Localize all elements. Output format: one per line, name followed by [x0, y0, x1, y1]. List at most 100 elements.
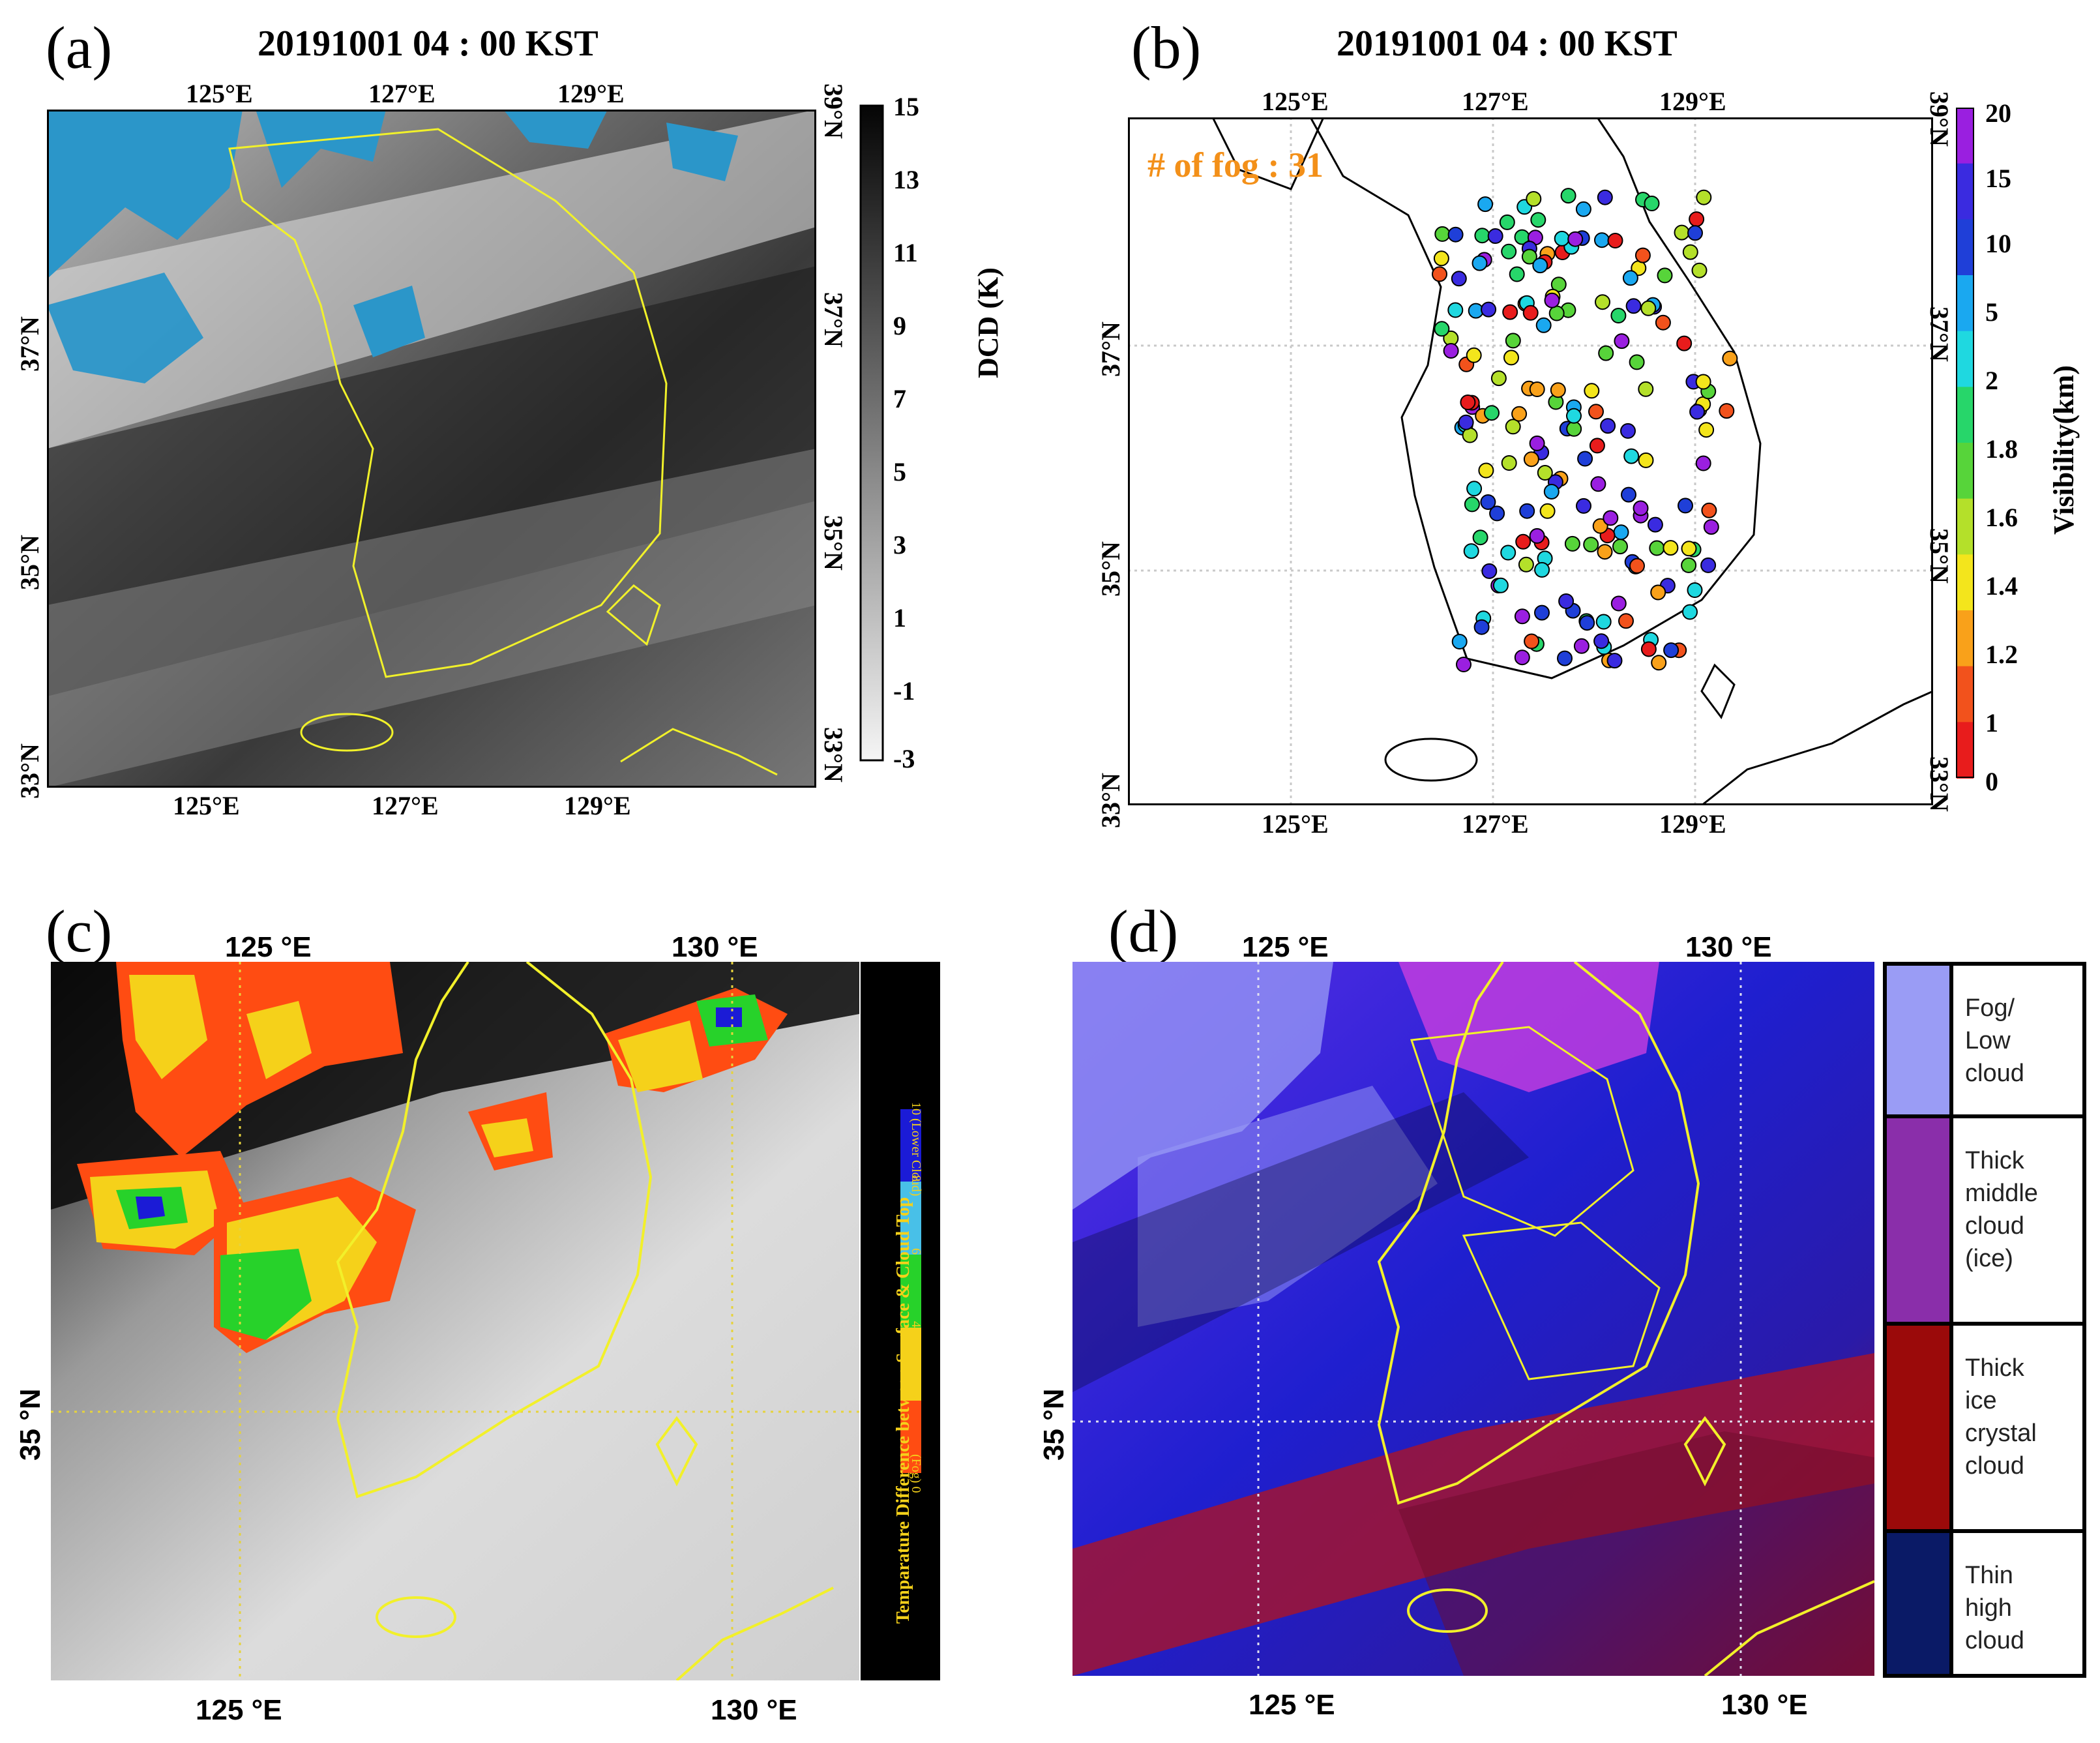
panel-c-top-tick-130: 130 °E	[672, 931, 758, 963]
station-dot	[1689, 404, 1706, 420]
station-dot	[1577, 451, 1593, 467]
station-dot	[1695, 374, 1711, 390]
legend-swatch	[1887, 1326, 1953, 1529]
station-dot	[1595, 614, 1612, 630]
station-dot	[1681, 557, 1697, 573]
station-dot	[1543, 484, 1560, 499]
station-dot	[1466, 347, 1482, 363]
colorbar-c-segment	[900, 1401, 922, 1474]
panel-a-top-tick-125: 125°E	[186, 79, 253, 108]
station-dot	[1478, 462, 1494, 479]
station-dot	[1651, 655, 1667, 671]
station-dot	[1722, 350, 1738, 366]
panel-d-bottom-tick-130: 130 °E	[1721, 1689, 1808, 1721]
panel-b-stations	[1432, 188, 1738, 672]
panel-b-top-tick-127: 127°E	[1462, 87, 1529, 116]
panel-b-left-tick-37: 37°N	[1096, 321, 1125, 377]
station-dot	[1583, 537, 1599, 553]
colorbar-b-segment	[1957, 498, 1974, 556]
station-dot	[1703, 519, 1719, 535]
colorbar-c-segment	[900, 1328, 922, 1401]
station-dot	[1514, 608, 1530, 625]
station-dot	[1500, 544, 1516, 561]
panel-b-bottom-tick-129: 129°E	[1659, 809, 1726, 839]
colorbar-c-segment	[900, 1109, 922, 1182]
panel-d-map	[1072, 962, 1874, 1676]
cb-b-tick: 20	[1985, 98, 2011, 128]
station-dot	[1691, 262, 1708, 278]
cb-c-tick: 8	[909, 1175, 923, 1182]
colorbar-b-segment	[1957, 331, 1974, 388]
panel-b-top-tick-125: 125°E	[1262, 87, 1329, 116]
station-dot	[1544, 292, 1560, 308]
station-dot	[1579, 615, 1595, 631]
station-dot	[1698, 422, 1715, 438]
panel-a-right-tick-33: 33°N	[819, 727, 848, 782]
station-dot	[1473, 619, 1490, 635]
station-dot	[1674, 224, 1690, 241]
panel-b-fog-count: # of fog : 31	[1147, 145, 1324, 185]
cb-b-tick: 10	[1985, 229, 2011, 258]
panel-b-right-tick-39: 39°N	[1925, 91, 1954, 147]
station-dot	[1623, 448, 1640, 464]
colorbar-b-segment	[1957, 275, 1974, 332]
station-dot	[1640, 300, 1657, 316]
panel-a-top-tick-129: 129°E	[557, 79, 625, 108]
legend-swatch	[1887, 1118, 1953, 1322]
station-dot	[1481, 301, 1497, 318]
station-dot	[1634, 247, 1651, 263]
station-dot	[1526, 191, 1542, 207]
station-dot	[1511, 406, 1528, 422]
station-dot	[1490, 370, 1507, 387]
station-dot	[1539, 503, 1556, 519]
panel-a-title: 20191001 04 : 00 KST	[258, 23, 599, 64]
station-dot	[1462, 427, 1478, 443]
station-dot	[1477, 196, 1494, 213]
station-dot	[1434, 321, 1450, 337]
station-dot	[1501, 455, 1517, 471]
station-dot	[1447, 302, 1464, 318]
panel-d-left-tick-35: 35 °N	[1038, 1388, 1070, 1461]
station-dot	[1612, 539, 1628, 555]
panel-b-bottom-tick-127: 127°E	[1462, 809, 1529, 839]
panel-a-top-tick-127: 127°E	[368, 79, 436, 108]
station-dot	[1532, 258, 1548, 274]
station-dot	[1492, 577, 1509, 593]
station-dot	[1534, 604, 1550, 621]
colorbar-c-segment	[900, 1255, 922, 1328]
station-dot	[1503, 350, 1519, 366]
station-dot	[1588, 404, 1604, 420]
station-dot	[1514, 649, 1530, 666]
panel-b-bottom-tick-125: 125°E	[1262, 809, 1329, 839]
station-dot	[1607, 233, 1623, 248]
station-dot	[1629, 558, 1645, 574]
panel-b-right-tick-37: 37°N	[1925, 306, 1954, 362]
legend-label: Thick middle cloud (ice)	[1965, 1147, 2038, 1272]
station-dot	[1621, 486, 1636, 503]
station-dot	[1663, 642, 1679, 659]
cb-a-tick: 11	[893, 238, 918, 267]
station-dot	[1640, 641, 1657, 657]
legend-swatch	[1887, 1533, 1953, 1674]
station-dot	[1515, 533, 1531, 550]
panel-b-top-tick-129: 129°E	[1659, 87, 1726, 116]
station-dot	[1678, 498, 1693, 514]
station-dot	[1534, 561, 1550, 578]
panel-b-right-tick-33: 33°N	[1925, 756, 1954, 812]
station-dot	[1451, 271, 1467, 287]
station-dot	[1593, 633, 1610, 649]
station-dot	[1518, 556, 1534, 573]
station-dot	[1687, 582, 1703, 598]
station-dot	[1655, 314, 1671, 331]
colorbar-b-segment	[1957, 108, 1974, 164]
panel-a-map	[47, 110, 816, 788]
cb-a-tick: 5	[893, 457, 906, 486]
colorbar-b-segment	[1957, 163, 1974, 220]
station-dot	[1557, 650, 1573, 666]
station-dot	[1451, 634, 1468, 649]
station-dot	[1600, 418, 1616, 434]
panel-a-right-tick-39: 39°N	[819, 83, 848, 139]
station-dot	[1682, 604, 1698, 620]
station-dot	[1535, 317, 1552, 333]
station-dot	[1460, 395, 1476, 410]
